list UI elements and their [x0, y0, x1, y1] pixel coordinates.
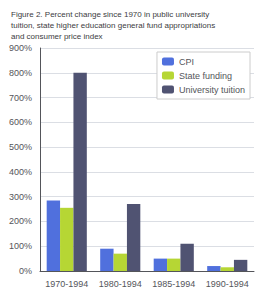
- svg-text:tuition, state higher educatio: tuition, state higher education general …: [11, 21, 215, 30]
- svg-text:1990-1994: 1990-1994: [206, 279, 249, 289]
- svg-text:400%: 400%: [9, 167, 32, 177]
- svg-text:900%: 900%: [9, 43, 32, 53]
- svg-text:CPI: CPI: [179, 57, 194, 67]
- svg-text:and consumer price index: and consumer price index: [11, 32, 103, 41]
- svg-text:100%: 100%: [9, 241, 32, 251]
- svg-text:800%: 800%: [9, 68, 32, 78]
- svg-text:1980-1994: 1980-1994: [99, 279, 142, 289]
- svg-text:Figure 2. Percent change since: Figure 2. Percent change since 1970 in p…: [11, 10, 209, 19]
- svg-text:1970-1994: 1970-1994: [45, 279, 88, 289]
- svg-text:500%: 500%: [9, 142, 32, 152]
- svg-text:University tuition: University tuition: [179, 85, 245, 95]
- svg-text:200%: 200%: [9, 216, 32, 226]
- svg-text:1985-1994: 1985-1994: [152, 279, 195, 289]
- svg-text:700%: 700%: [9, 93, 32, 103]
- svg-text:600%: 600%: [9, 117, 32, 127]
- svg-text:300%: 300%: [9, 192, 32, 202]
- svg-text:State funding: State funding: [179, 71, 232, 81]
- svg-text:0%: 0%: [19, 266, 32, 276]
